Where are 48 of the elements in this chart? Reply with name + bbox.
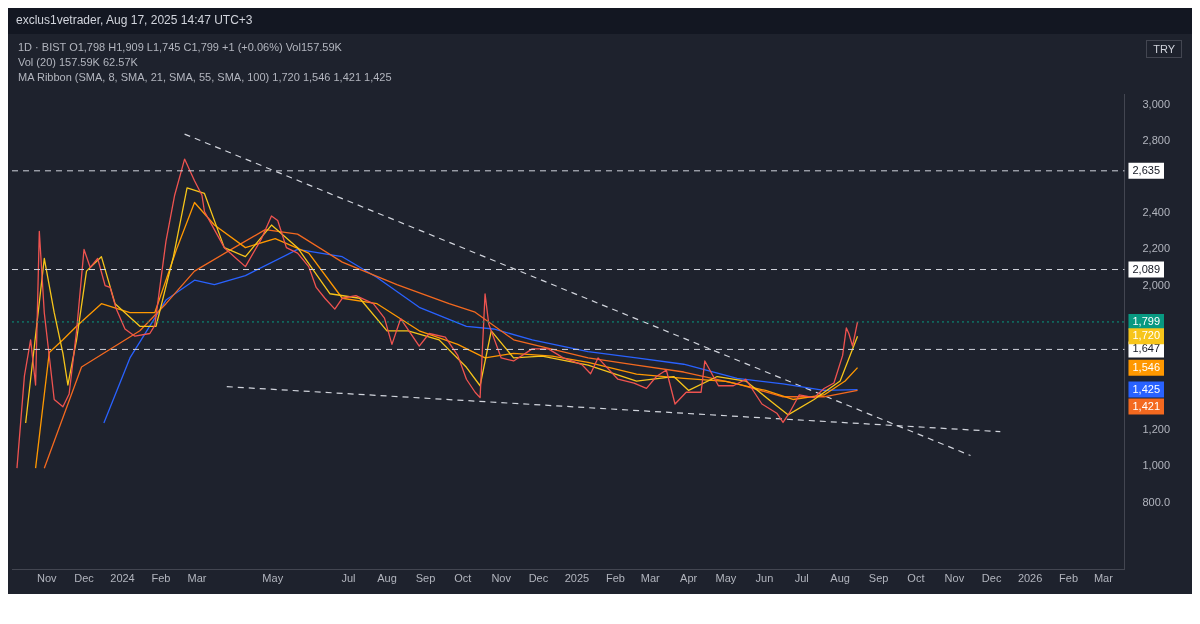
y-tick-label: 2,200: [1142, 242, 1170, 255]
x-tick-label: Nov: [944, 572, 965, 585]
x-tick-label: Feb: [151, 572, 171, 585]
x-tick-label: Dec: [74, 572, 95, 585]
x-tick-label: Sep: [868, 572, 889, 585]
text: Vol (20) 157.59K 62.57K: [18, 55, 139, 70]
ref-line-label: 1,647: [1132, 342, 1160, 355]
y-tick-label: 1,200: [1142, 423, 1170, 436]
x-tick-label: Feb: [1059, 572, 1079, 585]
text: TRY: [1146, 40, 1182, 58]
x-tick-label: Mar: [640, 572, 660, 585]
text: 1,720: [1132, 329, 1160, 342]
chart-subtitle: 1D · BIST O1,798 H1,909 L1,745 C1,799 +1 (+0.06%) Vol157.59K: [18, 40, 343, 55]
x-tick-label: May: [715, 572, 737, 585]
y-tick-label: 2,800: [1142, 134, 1170, 147]
ref-line-label: 1,799: [1132, 314, 1160, 327]
x-tick-label: Dec: [528, 572, 549, 585]
x-tick-label: Feb: [605, 572, 625, 585]
x-tick-label: Dec: [981, 572, 1002, 585]
x-tick-label: Aug: [830, 572, 850, 585]
x-tick-label: Jul: [794, 572, 809, 585]
x-tick-label: Oct: [907, 572, 925, 585]
chart-title: exclus1vetrader, Aug 17, 2025 14:47 UTC+3: [8, 8, 1192, 34]
x-tick-label: May: [262, 572, 284, 585]
ref-line-label: 2,089: [1132, 262, 1160, 275]
x-tick-label: Sep: [415, 572, 436, 585]
x-tick-label: Jul: [341, 572, 356, 585]
y-tick-label: 800.0: [1142, 495, 1170, 508]
text: 1,546: [1132, 360, 1160, 373]
x-tick-label: Mar: [187, 572, 207, 585]
x-tick-label: Aug: [377, 572, 397, 585]
x-tick-label: Nov: [36, 572, 58, 585]
x-tick-label: 2024: [110, 572, 135, 585]
y-tick-label: 1,000: [1142, 459, 1170, 472]
text: 1,421: [1132, 399, 1160, 412]
text: MA Ribbon (SMA, 8, SMA, 21, SMA, 55, SMA, 100) 1,720 1,546 1,421 1,425: [18, 70, 392, 85]
x-tick-label: Jun: [755, 572, 774, 585]
y-tick-label: 2,400: [1142, 206, 1170, 219]
text: 1,425: [1132, 382, 1160, 395]
y-tick-label: 2,000: [1142, 278, 1170, 291]
x-tick-label: 2026: [1017, 572, 1043, 585]
x-tick-label: Nov: [491, 572, 512, 585]
x-tick-label: Mar: [1093, 572, 1114, 585]
ref-line-label: 2,635: [1132, 163, 1160, 176]
x-tick-label: 2025: [564, 572, 590, 585]
y-tick-label: 3,000: [1142, 97, 1170, 110]
x-tick-label: Oct: [454, 572, 472, 585]
x-tick-label: Apr: [680, 572, 698, 585]
